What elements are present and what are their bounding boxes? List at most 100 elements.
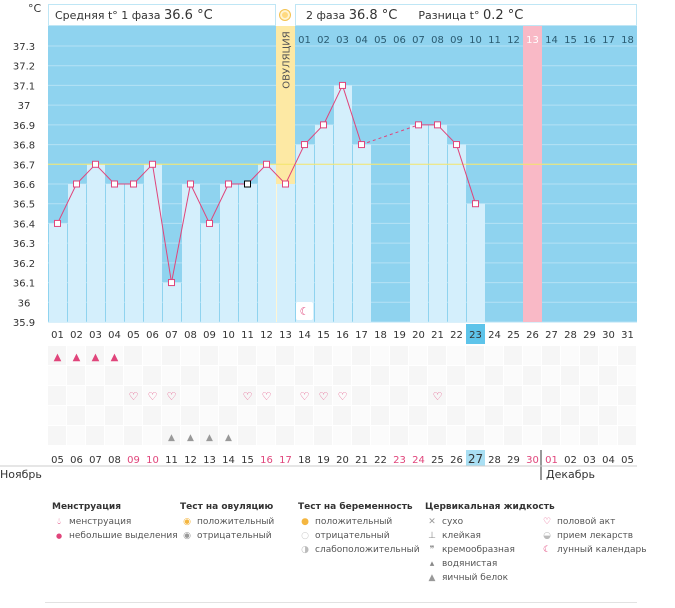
symbol-cell — [561, 426, 579, 445]
symbol-cell — [67, 386, 85, 405]
symbol-cell — [504, 426, 522, 445]
legend-item: половой акт — [557, 517, 616, 527]
symbol-cell — [333, 406, 351, 425]
symbol-cell — [390, 406, 408, 425]
calendar-date-label: 15 — [241, 455, 254, 466]
symbol-cell — [86, 346, 104, 365]
temperature-line-gap — [361, 124, 419, 146]
temperature-point — [453, 141, 460, 149]
symbol-cell — [409, 406, 427, 425]
symbol-cell — [105, 426, 123, 445]
legend-menstruation-title: Менструация — [52, 502, 121, 512]
heart-icon: ♡ — [148, 390, 158, 403]
legend-item: положительный — [315, 517, 393, 527]
temperature-bar — [353, 144, 371, 322]
symbol-cell — [352, 366, 370, 385]
y-tick-label: 36.3 — [13, 239, 35, 250]
symbol-cell — [238, 346, 256, 365]
legend-item: лунный календарь — [557, 545, 647, 555]
phase2-day-label: 09 — [450, 35, 463, 46]
symbol-cell — [67, 426, 85, 445]
cycle-day-label: 21 — [431, 330, 444, 341]
symbol-cell — [409, 386, 427, 405]
symbol-cell — [485, 426, 503, 445]
symbol-cell — [238, 426, 256, 445]
y-tick-label: 37.2 — [13, 62, 35, 73]
temperature-point — [168, 279, 175, 287]
symbol-cell — [561, 386, 579, 405]
legend-item: положительный — [197, 517, 275, 527]
symbol-cell — [504, 406, 522, 425]
temperature-line-segment — [323, 85, 343, 126]
symbol-cell — [447, 366, 465, 385]
symbol-cell — [295, 346, 313, 365]
legend-other: ♡ половой акт ◒ прием лекарств ☾ лунный кал… — [540, 502, 647, 557]
calendar-date-label: 17 — [279, 455, 292, 466]
temperature-point — [282, 180, 289, 188]
calendar-date-label: 05 — [621, 455, 634, 466]
phase1-value: 36.6 °C — [164, 8, 213, 23]
calendar-date-label: 24 — [412, 455, 425, 466]
symbol-cell — [143, 426, 161, 445]
symbol-cell — [485, 386, 503, 405]
cycle-day-label: 27 — [545, 330, 558, 341]
month-label-right: Декабрь — [546, 468, 595, 480]
symbol-cell — [219, 406, 237, 425]
symbol-cell — [162, 386, 180, 405]
spotting-drop-icon: ● — [55, 532, 63, 540]
bbt-chart: ОВУЛЯЦИЯ 01 02 03 04 05 06 07 08 09 10 11 12 13 14 15 16… — [0, 2, 637, 480]
symbol-cell — [561, 406, 579, 425]
dry-icon: ✕ — [428, 517, 436, 527]
symbol-cell — [523, 426, 541, 445]
heart-icon: ♡ — [129, 390, 139, 403]
symbol-cell — [542, 366, 560, 385]
egg-white-icon: ▲ — [168, 433, 175, 443]
symbol-cell — [428, 366, 446, 385]
symbol-cell — [561, 346, 579, 365]
symbol-cell — [352, 386, 370, 405]
symbol-cell — [618, 386, 636, 405]
y-axis-unit: °C — [28, 2, 42, 15]
temperature-bar — [334, 85, 352, 322]
heart-icon: ♡ — [433, 390, 443, 403]
symbol-cell — [143, 346, 161, 365]
cycle-day-label: 24 — [488, 330, 501, 341]
moon-icon: ☾ — [542, 545, 552, 555]
symbol-cell — [295, 386, 313, 405]
egg-white-icon: ▲ — [206, 433, 213, 443]
y-tick-label: 36.9 — [13, 121, 35, 132]
calendar-date-label: 19 — [317, 455, 330, 466]
calendar-date-label: 30 — [526, 455, 539, 466]
symbol-cell — [143, 366, 161, 385]
temperature-bar — [163, 282, 181, 322]
temperature-point — [149, 160, 156, 168]
legend-item: водянистая — [442, 559, 498, 569]
cycle-day-label: 12 — [260, 330, 273, 341]
menstruation-icon: ▲ — [111, 352, 119, 363]
symbol-cell — [390, 346, 408, 365]
symbol-cell — [105, 366, 123, 385]
symbol-cell — [124, 386, 142, 405]
symbol-cell — [48, 366, 66, 385]
legend-item: прием лекарств — [557, 531, 634, 541]
month-label-left: Ноябрь — [0, 468, 42, 480]
bottom-divider — [45, 602, 637, 603]
current-date-marker — [466, 450, 485, 466]
calendar-date-label: 02 — [564, 455, 577, 466]
calendar-date-label: 25 — [431, 455, 444, 466]
temperature-point — [244, 180, 251, 188]
symbol-cell — [200, 426, 218, 445]
calendar-date-label: 18 — [298, 455, 311, 466]
calendar-date-label: 23 — [393, 455, 406, 466]
temperature-point — [415, 121, 422, 129]
y-tick-label: 36.1 — [13, 279, 35, 290]
phase2-day-label: 10 — [469, 35, 482, 46]
phase2-day-label: 06 — [393, 35, 406, 46]
phase1-summary: Средняя t° 1 фаза 36.6 °C — [48, 4, 276, 26]
temperature-bar — [49, 223, 67, 322]
symbol-cell — [599, 386, 617, 405]
phase2-day-label: 05 — [374, 35, 387, 46]
calendar-date-label: 29 — [507, 455, 520, 466]
menstruation-icon: ▲ — [54, 352, 62, 363]
y-tick-label: 37.1 — [13, 81, 35, 92]
